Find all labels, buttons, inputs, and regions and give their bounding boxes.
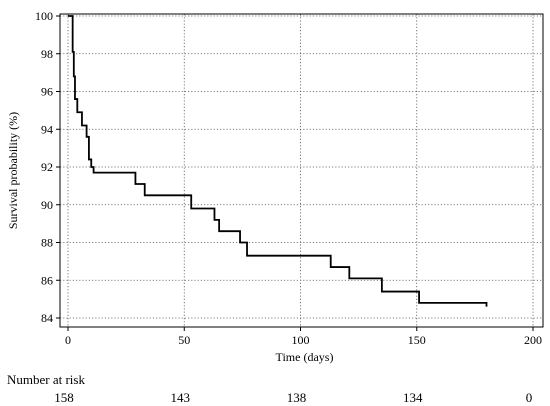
y-tick-label: 90 xyxy=(41,198,53,212)
axis-ticks: 84 86 88 90 92 94 96 98 100 0 50 100 150 200 xyxy=(35,9,542,347)
survival-curve xyxy=(68,15,488,307)
plot-frame xyxy=(59,13,544,328)
y-tick-label: 86 xyxy=(41,273,53,287)
risk-count: 0 xyxy=(526,390,533,405)
y-tick-label: 94 xyxy=(41,122,53,136)
risk-count: 138 xyxy=(287,390,307,405)
grid-lines xyxy=(60,14,543,327)
x-axis-title: Time (days) xyxy=(276,350,334,364)
risk-count: 143 xyxy=(171,390,191,405)
y-tick-label: 96 xyxy=(41,85,53,99)
x-tick-label: 0 xyxy=(65,333,71,347)
series-layer xyxy=(68,15,488,307)
risk-table-label: Number at risk xyxy=(7,372,85,387)
x-tick-label: 50 xyxy=(178,333,190,347)
y-tick-label: 98 xyxy=(41,47,53,61)
x-tick-label: 200 xyxy=(524,333,542,347)
y-tick-label: 92 xyxy=(41,160,53,174)
y-axis-title: Survival probability (%) xyxy=(6,112,20,229)
y-tick-label: 84 xyxy=(41,311,53,325)
risk-count: 158 xyxy=(54,390,74,405)
x-tick-label: 150 xyxy=(408,333,426,347)
y-tick-label: 88 xyxy=(41,236,53,250)
risk-table-values: 158 143 138 134 0 xyxy=(54,390,532,405)
x-tick-label: 100 xyxy=(292,333,310,347)
y-tick-label: 100 xyxy=(35,9,53,23)
risk-count: 134 xyxy=(403,390,423,405)
